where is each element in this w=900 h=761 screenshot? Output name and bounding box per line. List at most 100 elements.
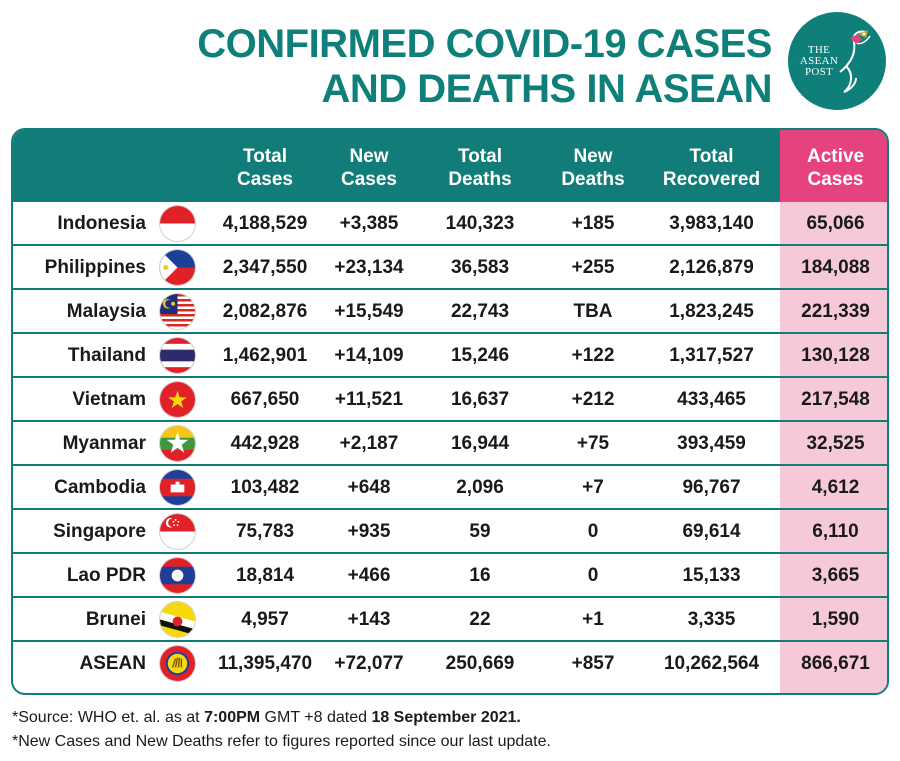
header-total-recovered-line2: Recovered [662,169,761,190]
row-divider [13,596,887,598]
table-row: Vietnam 667,650 +11,521 16,637 +212 433,465 21… [13,378,887,422]
header-total-deaths-line1: Total [458,146,502,167]
table-row: ASEAN 11,395,470 +72,077 250,669 +857 10,262,… [13,642,887,693]
cell-active-cases: 1,590 [811,609,860,630]
cell-total-deaths: 16 [469,565,491,586]
page-title: CONFIRMED COVID-19 CASES AND DEATHS IN A… [197,22,772,112]
header-new-cases-line1: New [349,146,389,167]
cell-total-deaths: 140,323 [445,213,515,234]
asean-flag-icon [160,646,195,681]
row-divider [13,508,887,510]
country-name: Vietnam [72,389,146,410]
header-total-cases-line2: Cases [237,169,293,190]
country-name: Indonesia [57,213,146,234]
active-cases-header-bg [780,130,887,202]
cell-new-cases: +15,549 [334,301,404,322]
row-divider [13,464,887,466]
cell-total-recovered: 96,767 [682,477,741,498]
cell-total-cases: 75,783 [235,521,295,542]
row-divider [13,420,887,422]
cell-total-cases: 4,957 [241,609,289,630]
cell-total-recovered: 15,133 [682,565,741,586]
table-row: Malaysia 2,082,876 +15,549 22,743 TBA 1,823,2… [13,290,887,334]
country-name: ASEAN [79,653,146,674]
cell-active-cases: 217,548 [801,389,870,410]
header-new-cases-line2: Cases [341,169,397,190]
country-name: Malaysia [66,301,146,322]
table-header: Total Cases New Cases Total Deaths New D… [13,130,887,202]
footnote-new-figures: *New Cases and New Deaths refer to figur… [12,733,551,750]
cell-new-cases: +2,187 [339,433,399,454]
cell-total-deaths: 36,583 [450,257,510,278]
cell-total-cases: 2,082,876 [222,301,308,322]
cell-new-deaths: +122 [571,345,615,366]
cell-new-deaths: +857 [571,653,615,674]
country-name: Brunei [85,609,146,630]
footnote-source-prefix: *Source: WHO et. al. as at [12,709,205,726]
cell-active-cases: 6,110 [812,521,859,542]
cell-new-cases: +466 [347,565,391,586]
hummingbird-icon [839,30,871,93]
title-line-2: AND DEATHS IN ASEAN [321,67,772,111]
logo-text-line-1: THE [807,44,831,56]
cell-total-recovered: 3,335 [687,609,736,630]
country-name: Myanmar [62,433,146,454]
brunei-flag-icon [160,602,195,637]
country-name: Philippines [44,257,146,278]
cell-total-recovered: 69,614 [682,521,741,542]
myanmar-flag-icon [160,426,195,461]
cell-total-recovered: 10,262,564 [663,653,760,674]
row-divider [13,640,887,642]
cell-active-cases: 65,066 [806,213,865,234]
cell-active-cases: 4,612 [811,477,860,498]
cell-total-deaths: 15,246 [450,345,510,366]
thailand-flag-icon [160,338,195,373]
logo-text-line-3: POST [804,66,834,78]
footnote-source-date: 18 September 2021. [371,709,521,726]
header-new-deaths-line1: New [573,146,613,167]
cell-new-deaths: +212 [571,389,615,410]
header-total-cases-line1: Total [243,146,287,167]
row-divider [13,288,887,290]
cell-new-cases: +3,385 [339,213,399,234]
row-divider [13,552,887,554]
table-row: Myanmar 442,928 +2,187 16,944 +75 393,459 32,5… [13,422,887,466]
cell-new-deaths: 0 [587,521,599,542]
footnote-source-time: 7:00PM [204,709,261,726]
cell-new-deaths: +1 [582,609,604,630]
footnote-source: *Source: WHO et. al. as at 7:00PM GMT +8… [12,708,521,728]
cell-new-cases: +72,077 [334,653,404,674]
cell-new-deaths: +75 [576,433,610,454]
country-name: Thailand [67,345,146,366]
cell-total-recovered: 1,317,527 [669,345,754,366]
cell-new-cases: +23,134 [334,257,404,278]
cell-total-deaths: 250,669 [445,653,515,674]
covid-table: Total Cases New Cases Total Deaths New D… [11,128,889,695]
cell-new-cases: +648 [347,477,391,498]
table-row: Indonesia 4,188,529 +3,385 140,323 +185 3,983… [13,202,887,246]
cell-active-cases: 184,088 [801,257,870,278]
cell-active-cases: 3,665 [811,565,860,586]
cell-total-cases: 2,347,550 [222,257,308,278]
row-divider [13,376,887,378]
cell-new-deaths: 0 [587,565,599,586]
table-row: Brunei 4,957 +143 22 +1 3,335 1,590 [13,598,887,642]
philippines-flag-icon [160,250,195,285]
header-active-cases-line1: Active [806,146,865,167]
cell-new-deaths: +7 [582,477,604,498]
cell-active-cases: 130,128 [801,345,870,366]
header-total-recovered: Total Recovered [643,145,780,195]
header-new-deaths-line2: Deaths [561,169,625,190]
cell-total-recovered: 2,126,879 [669,257,754,278]
cell-total-deaths: 59 [469,521,491,542]
table-row: Lao PDR 18,814 +466 16 0 15,133 3,665 [13,554,887,598]
header-total-cases: Total Cases [209,145,321,195]
cell-new-cases: +14,109 [334,345,404,366]
header-total-deaths: Total Deaths [417,145,543,195]
cell-total-cases: 103,482 [230,477,300,498]
cell-total-cases: 18,814 [235,565,295,586]
row-divider [13,244,887,246]
cell-new-cases: +11,521 [334,389,404,410]
cell-total-recovered: 3,983,140 [669,213,754,234]
cell-active-cases: 221,339 [801,301,870,322]
